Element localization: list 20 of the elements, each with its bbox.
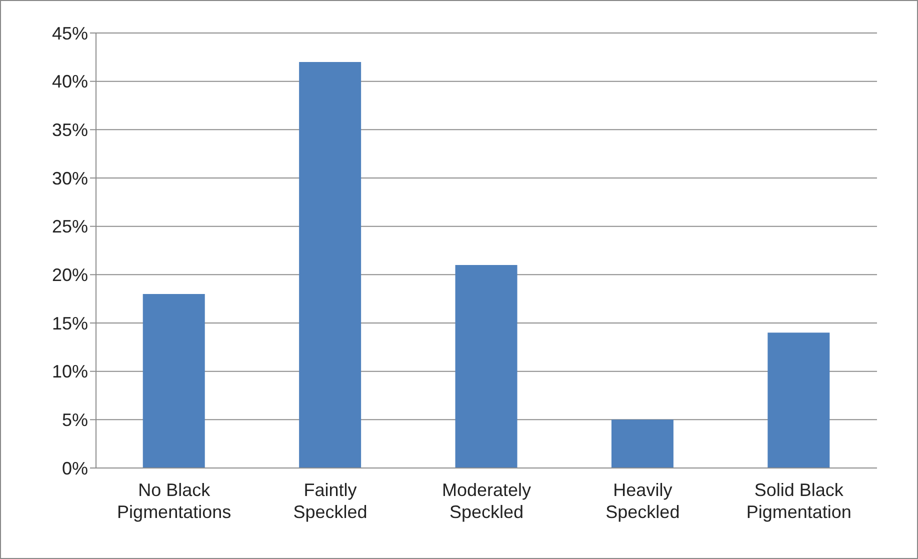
bar — [142, 294, 205, 468]
y-tick-label: 20% — [52, 265, 88, 286]
x-tick-label: Heavily Speckled — [606, 480, 680, 522]
y-tick-label: 40% — [52, 72, 88, 92]
y-tick-label: 0% — [62, 458, 88, 478]
x-tick-label: Solid Black Pigmentation — [746, 480, 852, 522]
bar — [611, 420, 674, 468]
y-tick-label: 25% — [52, 216, 88, 237]
y-tick-label: 15% — [52, 313, 88, 334]
x-tick-label: No Black Pigmentations — [117, 480, 232, 522]
bar — [455, 265, 518, 468]
y-tick-label: 35% — [52, 120, 88, 140]
bar — [299, 62, 362, 468]
bar — [768, 332, 830, 468]
y-tick-label: 5% — [62, 410, 88, 430]
y-tick-label: 30% — [52, 168, 88, 188]
y-tick-label: 45% — [52, 23, 88, 44]
x-tick-label: Faintly Speckled — [293, 480, 368, 522]
x-tick-label: Moderately Speckled — [442, 480, 532, 522]
y-tick-label: 10% — [52, 362, 88, 382]
